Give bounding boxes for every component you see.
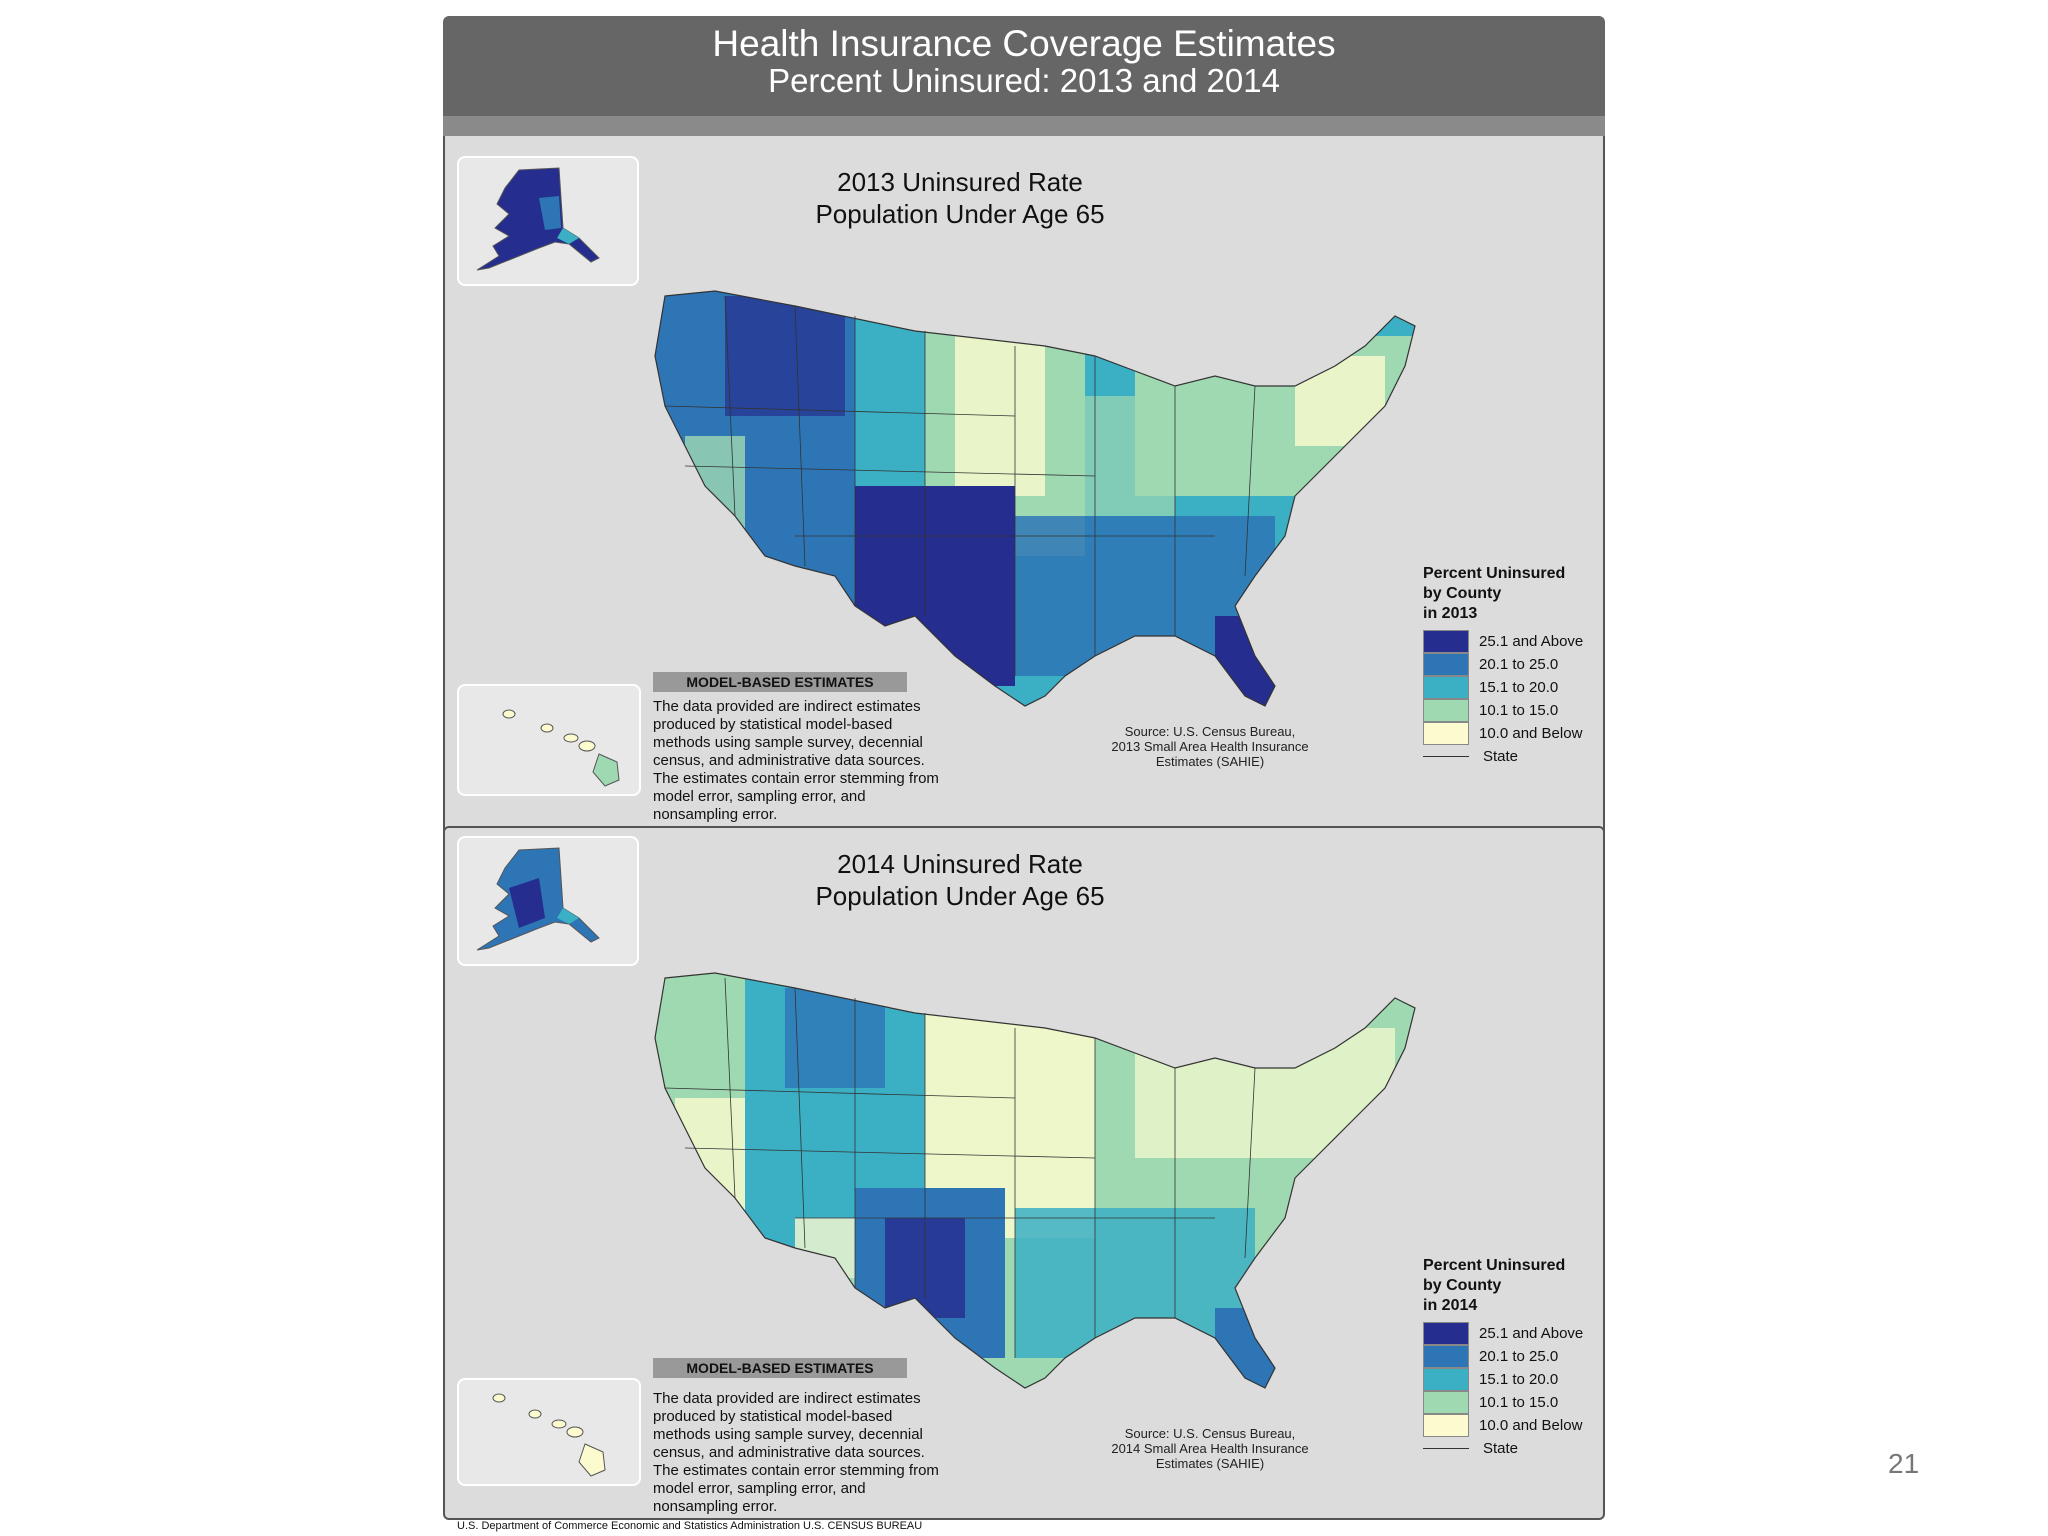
note-line: model error, sampling error, and (653, 788, 866, 805)
legend-label: 15.1 to 20.0 (1479, 1371, 1559, 1388)
main-subtitle: Percent Uninsured: 2013 and 2014 (768, 62, 1280, 99)
legend-2014: Percent Uninsured by County in 2014 25.1… (1423, 1256, 1598, 1460)
legend-item: 25.1 and Above (1423, 630, 1598, 653)
legend-swatch (1423, 653, 1469, 676)
note-line: nonsampling error. (653, 806, 778, 823)
legend-label: 10.1 to 15.0 (1479, 702, 1559, 719)
map-title-line1: 2014 Uninsured Rate (837, 849, 1083, 879)
legend-item: 15.1 to 20.0 (1423, 676, 1598, 699)
note-line: model error, sampling error, and (653, 1480, 866, 1497)
note-line: The data provided are indirect estimates (653, 698, 921, 715)
legend-item: 10.1 to 15.0 (1423, 699, 1598, 722)
map-title-line2: Population Under Age 65 (815, 881, 1105, 911)
note-line: The estimates contain error stemming fro… (653, 1462, 939, 1479)
legend-label: 10.0 and Below (1479, 725, 1583, 742)
alaska-map-2013 (476, 167, 600, 271)
alaska-map-2014 (476, 847, 600, 951)
state-borders-2013 (664, 295, 1256, 676)
legend-item-state: State (1423, 745, 1598, 768)
note-line: methods using sample survey, decennial (653, 1426, 923, 1443)
model-estimates-text-2013: The data provided are indirect estimates… (653, 698, 973, 824)
note-line: The data provided are indirect estimates (653, 1390, 921, 1407)
legend-label: 20.1 to 25.0 (1479, 656, 1559, 673)
hawaii-inset-2013 (457, 684, 641, 796)
source-line: Source: U.S. Census Bureau, (1124, 724, 1296, 739)
source-line: Estimates (SAHIE) (1155, 1456, 1265, 1471)
legend-label: State (1483, 748, 1519, 765)
hawaii-map-2014 (492, 1393, 606, 1477)
footer-credit: U.S. Department of Commerce Economic and… (457, 1520, 923, 1532)
title-bar: Health Insurance Coverage Estimates Perc… (443, 16, 1605, 116)
state-line-symbol (1423, 1448, 1469, 1449)
legend-item: 25.1 and Above (1423, 1322, 1598, 1345)
legend-item-state: State (1423, 1437, 1598, 1460)
legend-title-line: Percent Uninsured (1423, 1257, 1566, 1274)
model-estimates-heading-2014: MODEL-BASED ESTIMATES (653, 1358, 907, 1378)
page-number: 21 (1888, 1448, 1920, 1479)
legend-label: 15.1 to 20.0 (1479, 679, 1559, 696)
legend-swatch (1423, 676, 1469, 699)
legend-item: 10.1 to 15.0 (1423, 1391, 1598, 1414)
legend-title-line: by County (1423, 1277, 1502, 1294)
us-map-2013 (654, 290, 1416, 707)
source-line: 2013 Small Area Health Insurance (1111, 739, 1309, 754)
note-line: produced by statistical model-based (653, 716, 893, 733)
legend-item: 10.0 and Below (1423, 1414, 1598, 1437)
state-borders-2014 (664, 977, 1256, 1358)
note-line: methods using sample survey, decennial (653, 734, 923, 751)
us-map-2014 (654, 972, 1416, 1389)
map-title-2013: 2013 Uninsured Rate Population Under Age… (795, 166, 1125, 230)
legend-swatch (1423, 1414, 1469, 1437)
source-note-2014: Source: U.S. Census Bureau, 2014 Small A… (1090, 1426, 1330, 1471)
map-title-2014: 2014 Uninsured Rate Population Under Age… (795, 848, 1125, 912)
note-line: census, and administrative data sources. (653, 1444, 925, 1461)
legend-label: 25.1 and Above (1479, 1325, 1584, 1342)
map-title-line1: 2013 Uninsured Rate (837, 167, 1083, 197)
note-line: The estimates contain error stemming fro… (653, 770, 939, 787)
legend-label: State (1483, 1440, 1519, 1457)
legend-label: 20.1 to 25.0 (1479, 1348, 1559, 1365)
legend-swatch (1423, 1391, 1469, 1414)
legend-item: 20.1 to 25.0 (1423, 653, 1598, 676)
note-line: census, and administrative data sources. (653, 752, 925, 769)
legend-2013: Percent Uninsured by County in 2013 25.1… (1423, 564, 1598, 768)
legend-item: 10.0 and Below (1423, 722, 1598, 745)
source-note-2013: Source: U.S. Census Bureau, 2013 Small A… (1090, 724, 1330, 769)
legend-title-line: Percent Uninsured (1423, 565, 1566, 582)
map-panel-2014: 2014 Uninsured Rate Population Under Age… (443, 826, 1605, 1520)
legend-label: 10.0 and Below (1479, 1417, 1583, 1434)
model-estimates-heading-2013: MODEL-BASED ESTIMATES (653, 672, 907, 692)
legend-label: 25.1 and Above (1479, 633, 1584, 650)
note-line: nonsampling error. (653, 1498, 778, 1515)
alaska-inset-2013 (457, 156, 639, 286)
note-line: produced by statistical model-based (653, 1408, 893, 1425)
source-line: 2014 Small Area Health Insurance (1111, 1441, 1309, 1456)
legend-swatch (1423, 1322, 1469, 1345)
map-title-line2: Population Under Age 65 (815, 199, 1105, 229)
main-title: Health Insurance Coverage Estimates (712, 23, 1336, 64)
legend-item: 20.1 to 25.0 (1423, 1345, 1598, 1368)
legend-swatch (1423, 1345, 1469, 1368)
title-divider (443, 116, 1605, 136)
legend-swatch (1423, 722, 1469, 745)
source-line: Estimates (SAHIE) (1155, 754, 1265, 769)
alaska-inset-2014 (457, 836, 639, 966)
slide-frame: Health Insurance Coverage Estimates Perc… (443, 16, 1605, 1520)
map-panel-2013: 2013 Uninsured Rate Population Under Age… (443, 136, 1605, 838)
legend-swatch (1423, 699, 1469, 722)
legend-item: 15.1 to 20.0 (1423, 1368, 1598, 1391)
hawaii-map-2013 (502, 709, 620, 787)
legend-swatch (1423, 1368, 1469, 1391)
legend-title-line: in 2014 (1423, 1297, 1478, 1314)
state-line-symbol (1423, 756, 1469, 757)
model-estimates-text-2014: The data provided are indirect estimates… (653, 1390, 973, 1516)
legend-title-line: by County (1423, 585, 1502, 602)
legend-swatch (1423, 630, 1469, 653)
hawaii-inset-2014 (457, 1378, 641, 1486)
source-line: Source: U.S. Census Bureau, (1124, 1426, 1296, 1441)
legend-title-line: in 2013 (1423, 605, 1478, 622)
legend-label: 10.1 to 15.0 (1479, 1394, 1559, 1411)
